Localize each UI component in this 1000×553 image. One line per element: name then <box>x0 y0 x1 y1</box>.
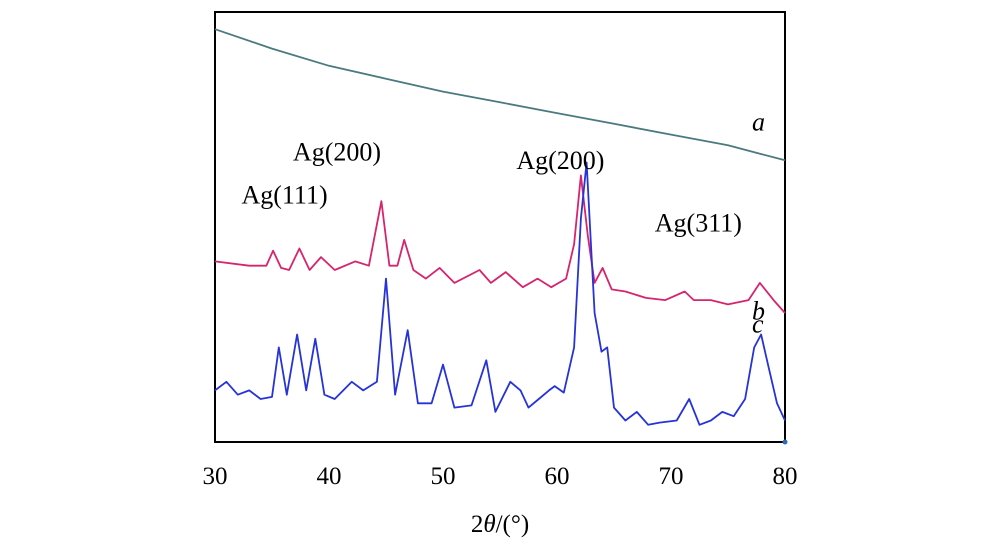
corner-marker <box>782 439 788 445</box>
series-label-b: b <box>752 296 765 325</box>
peak-annotation: Ag(200) <box>516 146 604 175</box>
series-line-a <box>214 28 786 162</box>
x-axis-label-unit: /(°) <box>496 511 530 538</box>
plot-frame <box>214 11 786 443</box>
series-label-a: a <box>752 107 765 136</box>
x-axis-label: 2θ/(°) <box>471 511 529 538</box>
peak-annotation: Ag(111) <box>241 180 327 209</box>
x-tick-label: 70 <box>659 463 684 490</box>
label-layer: a bc Ag(111) Ag(200) Ag(200) Ag(311) <box>241 107 764 338</box>
x-axis-label-theta: θ <box>483 511 495 538</box>
series-label-c: c <box>752 309 764 338</box>
series-layer <box>214 28 786 426</box>
x-tick-label: 60 <box>545 463 570 490</box>
x-tick-label: 30 <box>203 463 228 490</box>
x-axis-ticks: 30 40 50 60 70 80 <box>203 439 798 490</box>
peak-annotation: Ag(200) <box>293 137 381 166</box>
x-tick-label: 80 <box>773 463 798 490</box>
x-tick-label: 40 <box>317 463 342 490</box>
peak-annotation: Ag(311) <box>655 208 742 237</box>
x-axis-label-prefix: 2 <box>471 511 484 538</box>
x-tick-label: 50 <box>431 463 456 490</box>
series-line-b <box>214 174 786 314</box>
series-line-c <box>214 161 786 426</box>
